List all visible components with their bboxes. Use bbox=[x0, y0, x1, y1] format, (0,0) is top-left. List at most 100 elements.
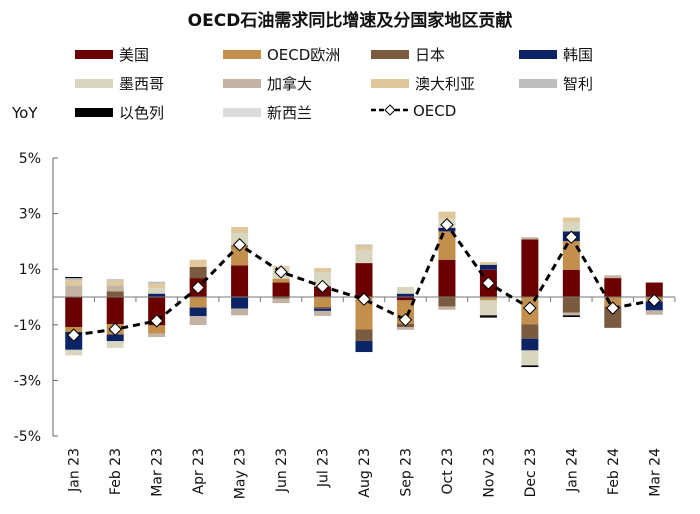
oecd-point bbox=[398, 313, 413, 327]
y-tick-label: -5% bbox=[14, 429, 41, 445]
oecd-point bbox=[481, 276, 496, 290]
bar-segment bbox=[272, 282, 290, 297]
bar-segment bbox=[106, 334, 124, 342]
bar-segment bbox=[148, 325, 166, 334]
oecd-point bbox=[108, 322, 122, 336]
bar-segment bbox=[562, 315, 580, 318]
bar-segment bbox=[272, 297, 290, 299]
bar-segment bbox=[148, 283, 166, 289]
bar-segment bbox=[438, 259, 456, 297]
legend-line-swatch bbox=[371, 102, 409, 120]
bar-segment bbox=[438, 306, 456, 310]
bar-segment bbox=[314, 307, 332, 309]
legend-swatch bbox=[223, 108, 261, 117]
bar-segment bbox=[314, 297, 332, 308]
oecd-point bbox=[315, 279, 330, 294]
legend-swatch bbox=[519, 79, 557, 88]
bar-segment bbox=[272, 278, 290, 283]
bar-segment bbox=[65, 276, 83, 279]
legend-label: 新西兰 bbox=[267, 104, 313, 122]
x-tick-label: Jan 24 bbox=[564, 448, 580, 493]
bar-segment bbox=[396, 293, 414, 297]
x-tick-label: Mar 23 bbox=[150, 448, 166, 497]
bar-segment bbox=[65, 349, 83, 356]
legend-item: 以色列 bbox=[75, 102, 164, 123]
legend-swatch bbox=[519, 50, 557, 59]
x-tick-label: Dec 23 bbox=[523, 448, 539, 497]
bar-segment bbox=[148, 288, 166, 294]
x-tick-label: Jun 23 bbox=[274, 448, 290, 493]
bar-segment bbox=[396, 327, 414, 330]
bar-segment bbox=[645, 282, 663, 297]
legend-item: 美国 bbox=[75, 44, 149, 65]
legend-label: 韩国 bbox=[563, 46, 594, 64]
bar-segment bbox=[106, 279, 124, 281]
bar-segment bbox=[355, 329, 373, 341]
bar-segment bbox=[604, 275, 622, 279]
x-tick-label: May 23 bbox=[233, 448, 249, 499]
bar-segment bbox=[562, 312, 580, 316]
legend-label: 智利 bbox=[563, 75, 594, 93]
bar-segment bbox=[521, 239, 539, 297]
bar-segment bbox=[479, 300, 497, 316]
legend-item: 澳大利亚 bbox=[371, 73, 475, 94]
bar-segment bbox=[189, 266, 207, 279]
legend-item: OECD bbox=[371, 102, 456, 120]
bar-segment bbox=[396, 286, 414, 294]
bar-segment bbox=[562, 297, 580, 313]
oecd-point bbox=[149, 314, 164, 328]
bar-segment bbox=[314, 310, 332, 316]
bar-segment bbox=[438, 231, 456, 260]
bar-segment bbox=[562, 217, 580, 222]
bar-segment bbox=[355, 245, 373, 250]
bar-segment bbox=[106, 297, 124, 325]
bar-segment bbox=[106, 280, 124, 286]
legend-item: 墨西哥 bbox=[75, 73, 164, 94]
legend-item: 日本 bbox=[371, 44, 445, 65]
bar-segment bbox=[314, 271, 332, 287]
legend-swatch bbox=[371, 79, 409, 88]
oecd-point bbox=[67, 328, 81, 342]
legend-item: 新西兰 bbox=[223, 102, 312, 123]
y-tick-label: 3% bbox=[19, 207, 41, 223]
oecd-point bbox=[606, 301, 620, 315]
bar-segment bbox=[106, 285, 124, 292]
bar-segment bbox=[65, 278, 83, 281]
bar-segment bbox=[355, 244, 373, 246]
legend-item: 韩国 bbox=[519, 44, 593, 65]
bar-segment bbox=[355, 249, 373, 264]
bar-segment bbox=[272, 298, 290, 304]
bar-segment bbox=[148, 333, 166, 338]
bar-segment bbox=[148, 281, 166, 284]
bar-segment bbox=[231, 308, 249, 316]
bar-segment bbox=[604, 278, 622, 297]
x-tick-label: Jan 23 bbox=[67, 448, 83, 493]
bar-segment bbox=[521, 338, 539, 351]
bar-segment bbox=[231, 226, 249, 234]
chart-title: OECD石油需求同比增速及分国家地区贡献 bbox=[187, 11, 513, 31]
x-tick-label: Feb 23 bbox=[108, 448, 124, 495]
bar-segment bbox=[314, 268, 332, 272]
legend-swatch bbox=[223, 79, 261, 88]
bar-segment bbox=[521, 350, 539, 366]
x-tick-label: Aug 23 bbox=[357, 448, 373, 498]
bar-segment bbox=[189, 297, 207, 308]
x-tick-label: Nov 23 bbox=[481, 448, 497, 498]
bar-segment bbox=[65, 280, 83, 286]
oecd-point bbox=[191, 280, 205, 295]
bar-segment bbox=[231, 297, 249, 309]
legend-label: 加拿大 bbox=[267, 75, 313, 93]
bar-segment bbox=[65, 285, 83, 297]
bar-segment bbox=[231, 246, 249, 266]
oecd-point bbox=[232, 238, 247, 252]
y-tick-label: 1% bbox=[19, 262, 41, 278]
bar-segment bbox=[521, 237, 539, 240]
bar-segment bbox=[521, 365, 539, 368]
x-tick-label: Apr 23 bbox=[191, 448, 207, 494]
legend-label: 墨西哥 bbox=[119, 75, 165, 93]
oecd-point bbox=[647, 293, 661, 308]
bar-segment bbox=[562, 241, 580, 270]
legend-swatch bbox=[371, 50, 409, 59]
y-tick-label: -1% bbox=[14, 318, 41, 334]
